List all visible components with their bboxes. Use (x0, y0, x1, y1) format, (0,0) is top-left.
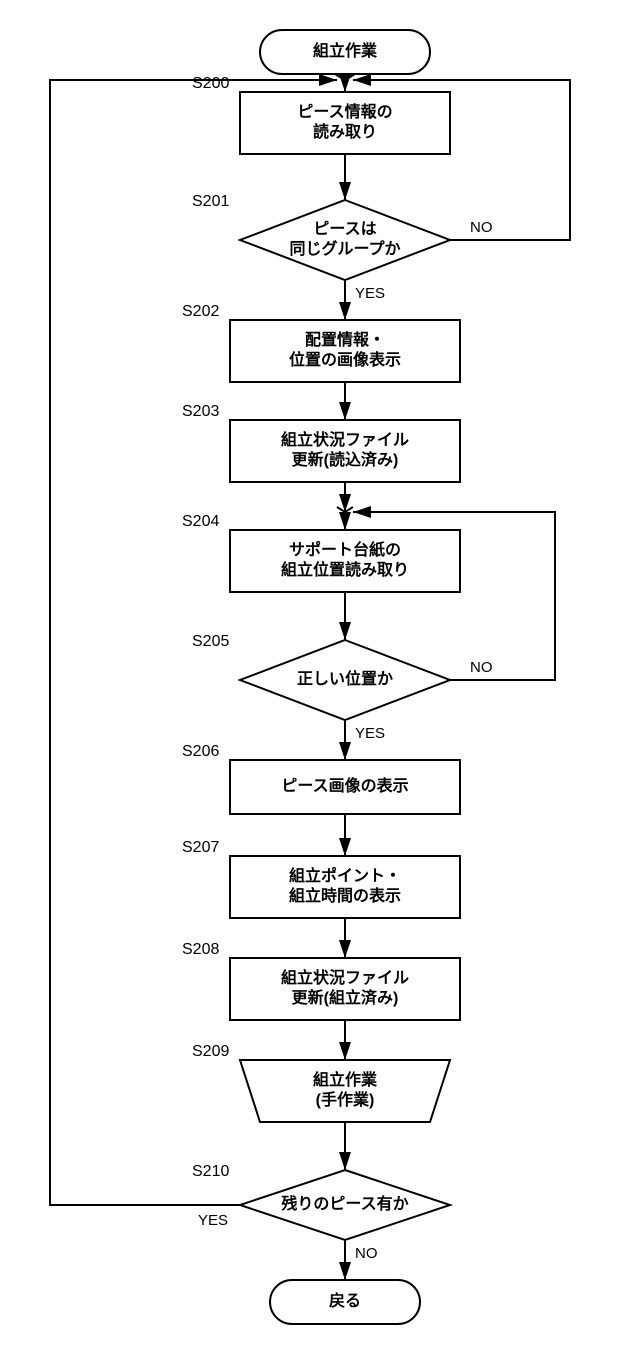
step-label: S202 (182, 303, 219, 320)
process-node (230, 958, 460, 1020)
branch-yes: YES (355, 285, 385, 302)
step-label: S205 (192, 633, 229, 650)
process-node (240, 92, 450, 154)
step-label: S210 (192, 1163, 229, 1180)
step-label: S204 (182, 513, 219, 530)
manual-node (240, 1060, 450, 1122)
svg-text:更新(組立済み): 更新(組立済み) (292, 988, 399, 1007)
svg-text:配置情報・: 配置情報・ (305, 330, 385, 349)
svg-text:戻る: 戻る (328, 1291, 361, 1310)
svg-text:位置の画像表示: 位置の画像表示 (289, 350, 401, 369)
svg-text:正しい位置か: 正しい位置か (297, 669, 393, 688)
process-node (230, 320, 460, 382)
branch-yes: YES (198, 1212, 228, 1229)
svg-text:組立ポイント・: 組立ポイント・ (289, 866, 401, 885)
svg-text:同じグループか: 同じグループか (289, 239, 400, 258)
svg-text:読み取り: 読み取り (313, 122, 377, 141)
svg-text:組立位置読み取り: 組立位置読み取り (281, 560, 409, 579)
svg-text:ピース画像の表示: ピース画像の表示 (281, 776, 408, 795)
process-node (230, 420, 460, 482)
step-label: S201 (192, 193, 229, 210)
step-label: S200 (192, 75, 229, 92)
process-node (230, 530, 460, 592)
svg-text:ピースは: ピースは (313, 220, 376, 238)
process-node (230, 856, 460, 918)
svg-text:組立時間の表示: 組立時間の表示 (289, 886, 401, 905)
svg-text:組立状況ファイル: 組立状況ファイル (281, 968, 409, 987)
svg-text:組立状況ファイル: 組立状況ファイル (281, 430, 409, 449)
branch-no: NO (470, 219, 493, 236)
branch-yes: YES (355, 725, 385, 742)
svg-text:ピース情報の: ピース情報の (297, 102, 392, 121)
svg-text:組立作業: 組立作業 (313, 41, 378, 60)
svg-text:組立作業: 組立作業 (313, 1070, 378, 1089)
step-label: S207 (182, 839, 219, 856)
branch-no: NO (355, 1245, 378, 1262)
decision-node (240, 200, 450, 280)
step-label: S208 (182, 941, 219, 958)
svg-text:サポート台紙の: サポート台紙の (289, 540, 401, 559)
step-label: S203 (182, 403, 219, 420)
step-label: S209 (192, 1043, 229, 1060)
branch-no: NO (470, 659, 493, 676)
svg-text:残りのピース有か: 残りのピース有か (281, 1194, 408, 1213)
step-label: S206 (182, 743, 219, 760)
svg-text:(手作業): (手作業) (316, 1090, 375, 1109)
svg-text:更新(読込済み): 更新(読込済み) (292, 450, 399, 469)
